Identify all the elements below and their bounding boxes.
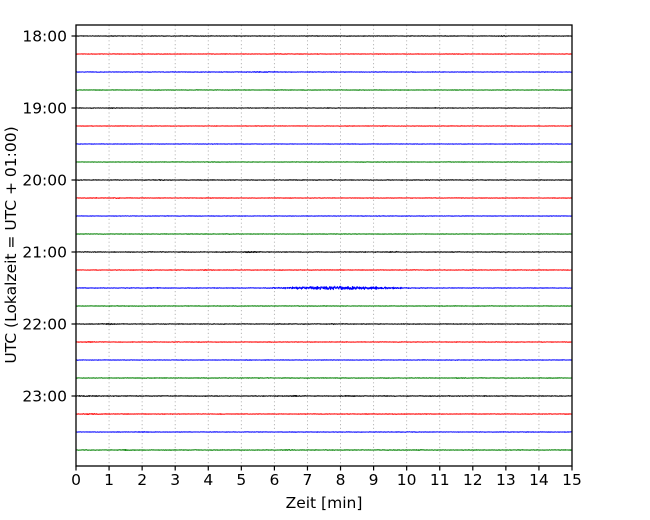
y-tick-label: 19:00: [22, 100, 67, 118]
x-tick-label: 2: [137, 471, 147, 489]
y-tick-label: 18:00: [22, 28, 67, 46]
seismic-trace: [75, 197, 573, 199]
seismic-trace: [75, 431, 573, 433]
x-tick-label: 8: [336, 471, 346, 489]
seismic-trace: [75, 285, 573, 291]
x-tick-label: 9: [369, 471, 379, 489]
x-tick-label: 13: [496, 471, 516, 489]
y-axis-title: UTC (Lokalzeit = UTC + 01:00): [2, 126, 20, 363]
seismic-trace: [75, 269, 573, 271]
x-tick-label: 4: [203, 471, 213, 489]
seismic-trace: [75, 161, 573, 163]
tick-marks-layer: [71, 35, 573, 471]
seismic-trace: [75, 449, 573, 451]
x-tick-label: 10: [397, 471, 417, 489]
tick-labels-layer: 0 1 2 3 4 5 6 7 8 9 10 11 12 13 14 1518:0019:0020:0021:…: [22, 28, 582, 490]
seismic-trace: [75, 179, 573, 181]
x-tick-label: 1: [104, 471, 114, 489]
seismic-trace: [75, 143, 573, 145]
seismic-trace: [75, 413, 573, 416]
seismic-trace: [75, 377, 573, 379]
seismic-trace: [75, 125, 573, 127]
seismic-trace: [75, 340, 573, 343]
y-tick-label: 22:00: [22, 316, 67, 334]
seismic-trace: [75, 53, 573, 55]
seismic-trace: [75, 215, 573, 217]
seismic-trace: [75, 305, 573, 307]
x-tick-label: 11: [430, 471, 450, 489]
x-tick-label: 0: [71, 471, 81, 489]
seismic-trace: [75, 359, 573, 361]
y-tick-label: 20:00: [22, 172, 67, 190]
y-tick-label: 21:00: [22, 244, 67, 262]
y-tick-label: 23:00: [22, 388, 67, 406]
seismic-trace: [75, 107, 573, 110]
x-tick-label: 6: [269, 471, 279, 489]
seismic-trace: [75, 250, 573, 254]
seismic-trace: [75, 394, 573, 398]
seismic-trace: [75, 71, 573, 73]
x-tick-label: 15: [562, 471, 582, 489]
traces-layer: [75, 35, 573, 451]
x-tick-label: 12: [463, 471, 483, 489]
seismic-trace: [75, 323, 573, 326]
x-tick-label: 7: [303, 471, 313, 489]
x-axis-title: Zeit [min]: [286, 494, 363, 512]
seismic-trace: [75, 35, 573, 38]
seismic-trace: [75, 89, 573, 91]
plot-frame: [75, 24, 573, 467]
x-tick-label: 5: [236, 471, 246, 489]
seismic-trace: [75, 233, 573, 235]
x-tick-label: 14: [529, 471, 549, 489]
axes-spines: [75, 24, 573, 467]
x-tick-label: 3: [170, 471, 180, 489]
